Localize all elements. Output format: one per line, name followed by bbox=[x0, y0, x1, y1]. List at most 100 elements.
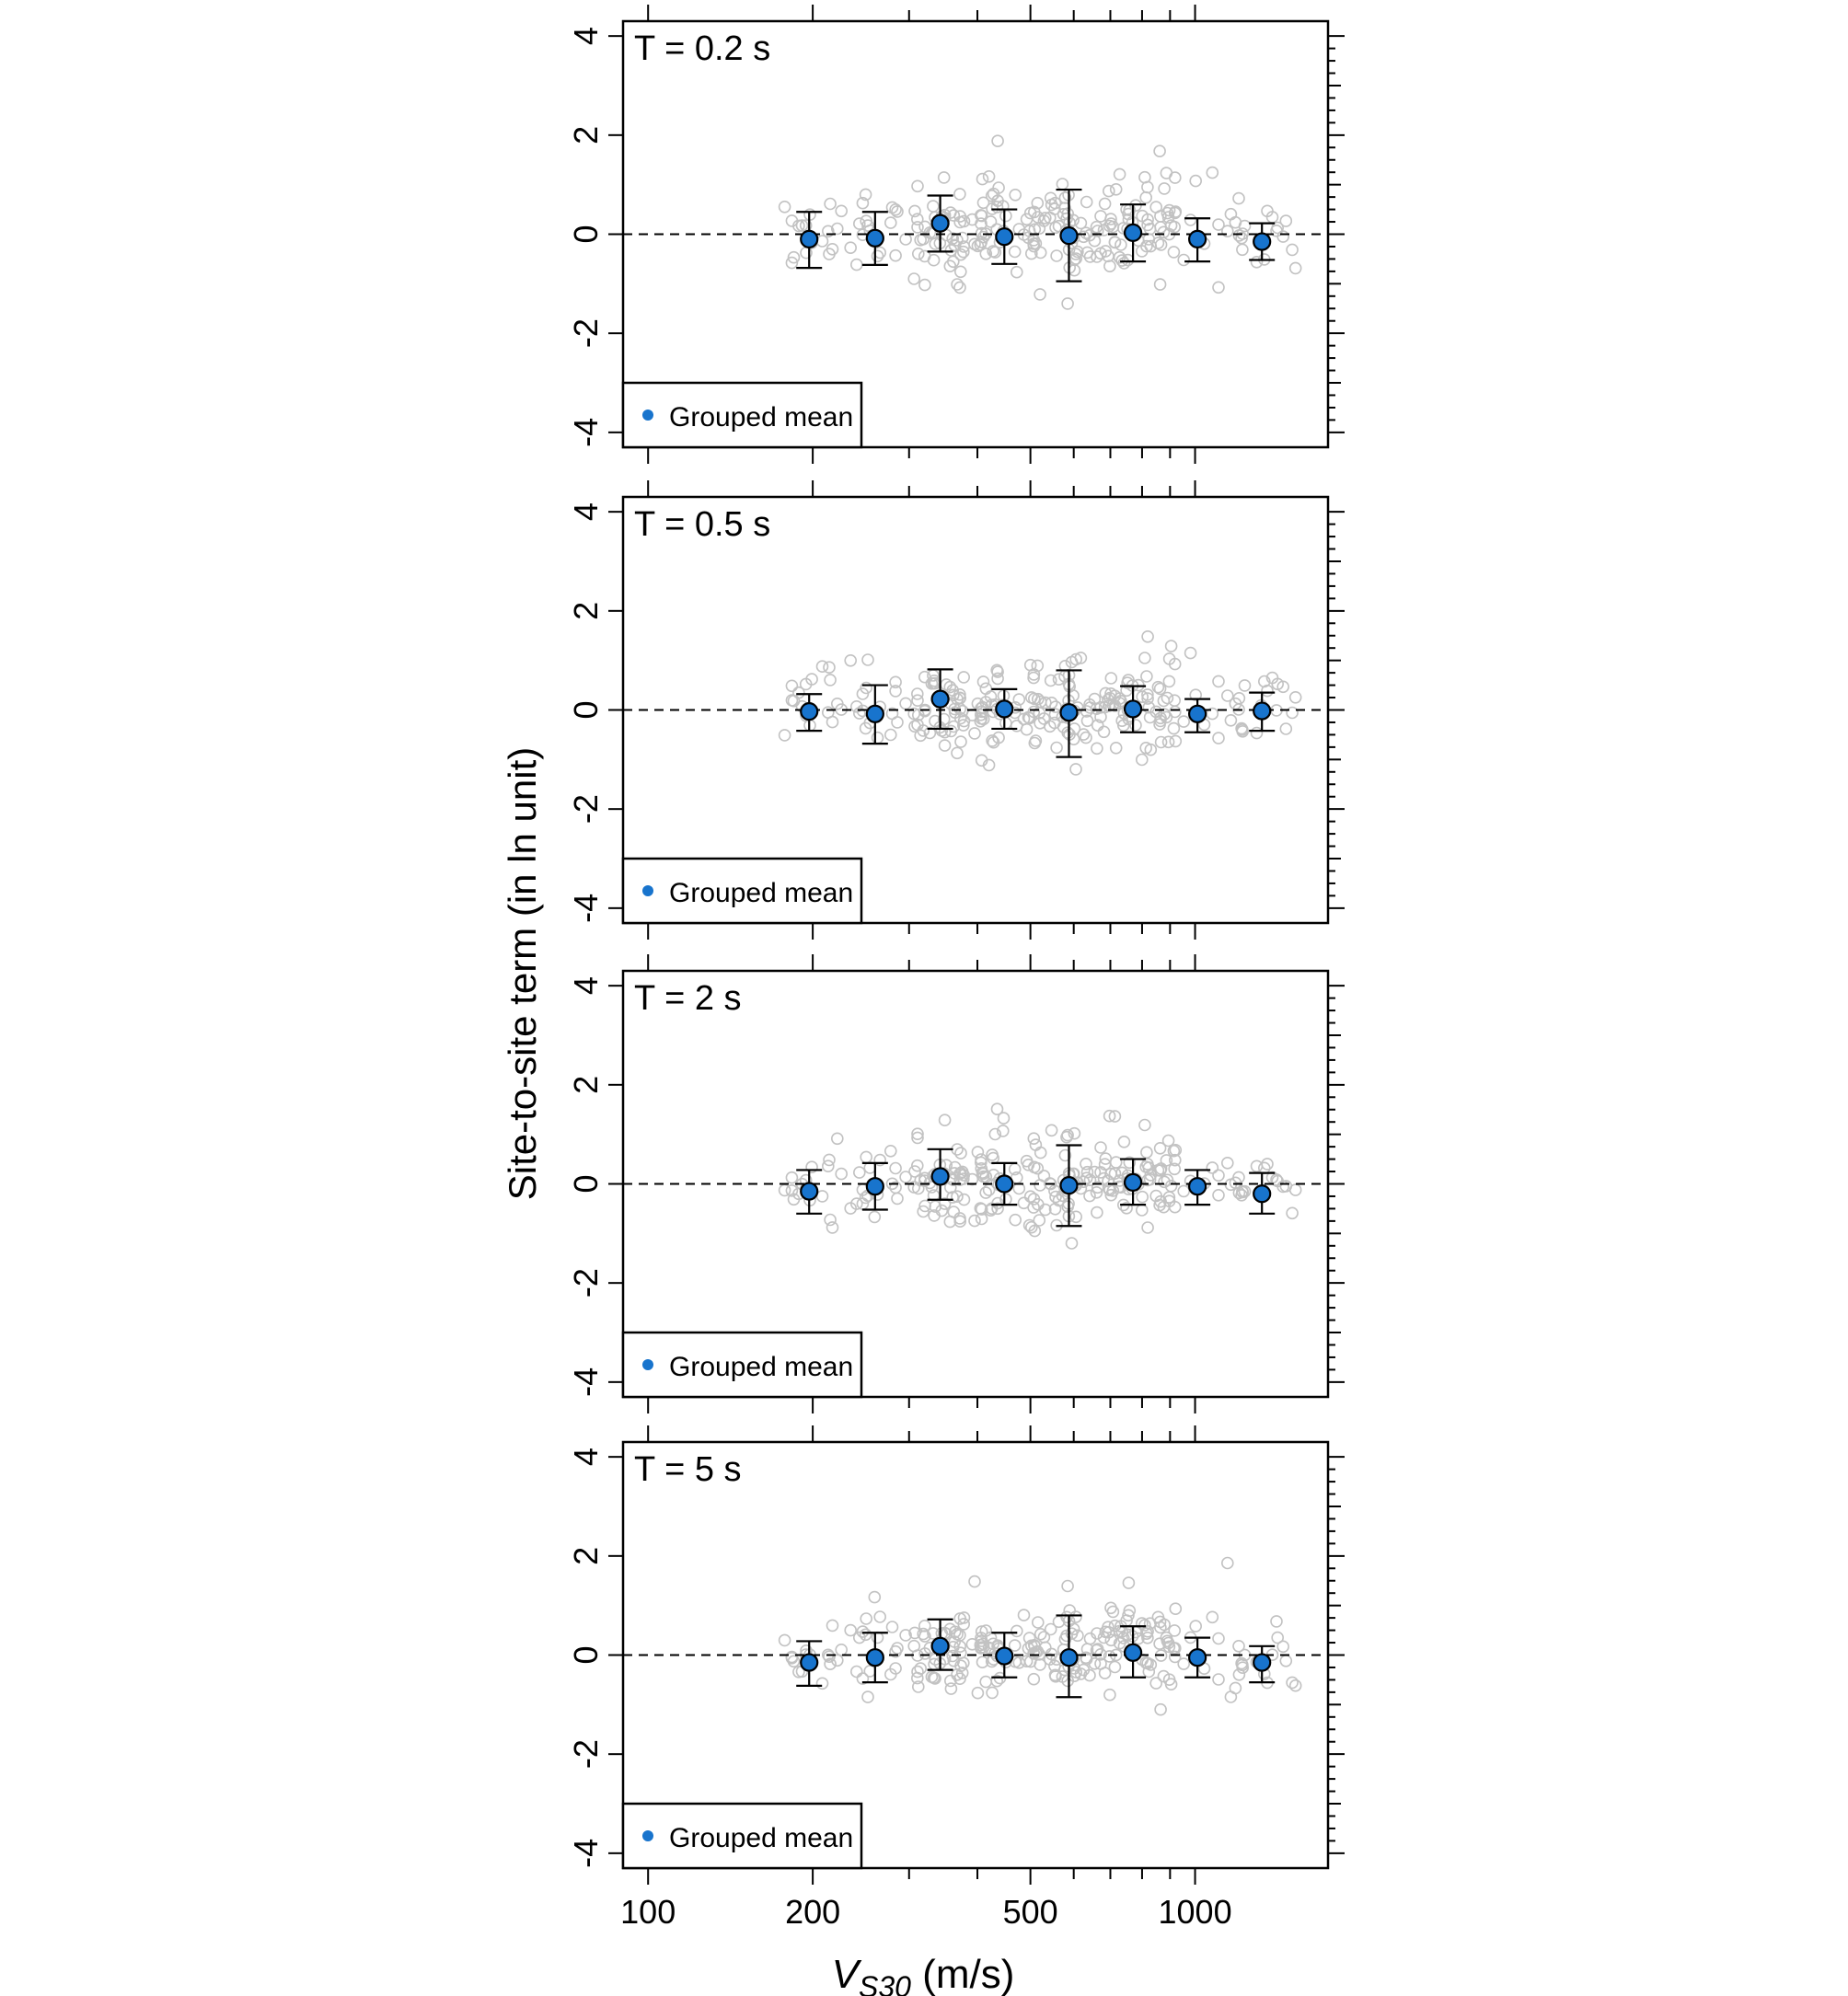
site-term-point bbox=[889, 685, 902, 698]
site-term-point bbox=[1099, 686, 1113, 700]
site-term-point bbox=[1090, 1186, 1103, 1199]
site-term-point bbox=[1039, 1203, 1052, 1217]
site-term-point bbox=[1229, 1681, 1242, 1695]
site-term-point bbox=[1288, 1183, 1302, 1196]
site-term-point bbox=[1138, 1118, 1151, 1132]
site-term-point bbox=[918, 278, 931, 292]
site-term-point bbox=[849, 699, 863, 713]
site-term-point bbox=[1206, 1610, 1219, 1624]
site-term-point bbox=[1069, 1610, 1082, 1623]
site-term-point bbox=[968, 1214, 981, 1228]
site-term-point bbox=[986, 734, 999, 747]
x-tick-label: 200 bbox=[785, 1893, 840, 1931]
site-term-point bbox=[1083, 1632, 1097, 1645]
site-term-point bbox=[873, 1610, 887, 1623]
site-term-point bbox=[1169, 1602, 1183, 1615]
site-term-point bbox=[859, 1628, 872, 1642]
y-tick-label: -4 bbox=[567, 1367, 605, 1397]
site-term-point bbox=[1136, 1617, 1149, 1630]
site-term-point bbox=[908, 1165, 921, 1178]
site-term-point bbox=[979, 1186, 992, 1199]
site-term-point bbox=[975, 1632, 988, 1644]
site-term-point bbox=[1169, 205, 1183, 218]
site-term-point bbox=[1091, 742, 1103, 756]
site-term-point bbox=[1162, 1191, 1176, 1204]
site-term-point bbox=[884, 216, 897, 229]
site-term-point bbox=[1034, 1628, 1047, 1641]
site-term-point bbox=[826, 1619, 839, 1633]
site-term-point bbox=[860, 1150, 873, 1164]
site-term-point bbox=[823, 1650, 836, 1663]
panel-2: -4 -2 0 2 4 T = 0.5 s Grouped mean bbox=[567, 480, 1345, 940]
site-term-point bbox=[899, 1171, 912, 1183]
site-term-point bbox=[974, 238, 988, 251]
site-term-point bbox=[1029, 1138, 1043, 1151]
site-term-point bbox=[849, 1665, 863, 1679]
site-term-point bbox=[1077, 1175, 1091, 1188]
site-term-point bbox=[1169, 734, 1183, 748]
site-term-point bbox=[987, 1637, 999, 1651]
site-term-point bbox=[1151, 1610, 1165, 1624]
site-term-point bbox=[975, 209, 988, 223]
site-term-point bbox=[1025, 691, 1038, 704]
site-term-point bbox=[979, 682, 993, 696]
site-term-point bbox=[1153, 1637, 1166, 1650]
site-term-point bbox=[1071, 1629, 1084, 1643]
site-term-point bbox=[1154, 735, 1168, 749]
site-term-point bbox=[944, 206, 957, 219]
site-term-point bbox=[925, 676, 939, 690]
site-term-point bbox=[1161, 1173, 1174, 1187]
site-term-point bbox=[1063, 1604, 1076, 1617]
site-term-point bbox=[1177, 253, 1190, 267]
site-term-point bbox=[907, 1181, 921, 1194]
site-term-point bbox=[975, 708, 988, 721]
site-term-point bbox=[792, 686, 805, 699]
site-term-point bbox=[856, 1625, 870, 1638]
grouped-mean-point bbox=[1123, 1643, 1143, 1662]
x-tick-label: 1000 bbox=[1159, 1893, 1232, 1931]
grouped-mean-point bbox=[800, 702, 819, 721]
site-term-point bbox=[873, 1153, 887, 1167]
site-term-point bbox=[910, 1159, 924, 1172]
site-term-point bbox=[918, 670, 931, 684]
grouped-mean-point bbox=[1123, 1172, 1143, 1192]
site-term-point bbox=[1167, 721, 1181, 735]
site-term-point bbox=[938, 739, 952, 752]
site-term-point bbox=[1136, 209, 1149, 223]
site-term-point bbox=[911, 1665, 924, 1679]
site-term-point bbox=[899, 1629, 912, 1642]
site-term-point bbox=[1279, 214, 1293, 227]
site-term-point bbox=[835, 204, 849, 218]
site-term-point bbox=[907, 1639, 921, 1653]
site-term-point bbox=[1113, 167, 1126, 181]
site-term-point bbox=[830, 1132, 844, 1146]
y-tick-label: -4 bbox=[567, 418, 605, 447]
site-term-point bbox=[1139, 1656, 1152, 1669]
site-term-point bbox=[1099, 1152, 1113, 1165]
site-term-point bbox=[1161, 1634, 1174, 1648]
grouped-mean-point bbox=[930, 1636, 950, 1656]
site-term-point bbox=[1279, 722, 1293, 735]
site-term-point bbox=[1071, 245, 1084, 259]
site-term-point bbox=[1094, 1141, 1107, 1154]
site-term-point bbox=[1140, 1146, 1153, 1159]
site-term-point bbox=[1045, 696, 1058, 710]
site-term-point bbox=[1232, 1640, 1245, 1653]
grouped-mean-point bbox=[1059, 1648, 1079, 1667]
legend-box bbox=[621, 1802, 863, 1870]
site-term-point bbox=[1108, 236, 1122, 249]
y-tick-label: 0 bbox=[567, 1645, 605, 1664]
site-term-point bbox=[917, 1627, 930, 1641]
site-term-point bbox=[1141, 629, 1154, 643]
site-term-point bbox=[923, 226, 937, 239]
site-term-point bbox=[863, 1665, 877, 1678]
site-term-point bbox=[1012, 693, 1026, 706]
site-term-point bbox=[1069, 652, 1082, 666]
site-term-point bbox=[859, 188, 872, 202]
site-term-point bbox=[954, 248, 967, 261]
site-term-point bbox=[815, 235, 829, 248]
site-term-point bbox=[986, 1686, 999, 1700]
site-term-point bbox=[940, 678, 953, 691]
site-term-point bbox=[1138, 170, 1151, 184]
